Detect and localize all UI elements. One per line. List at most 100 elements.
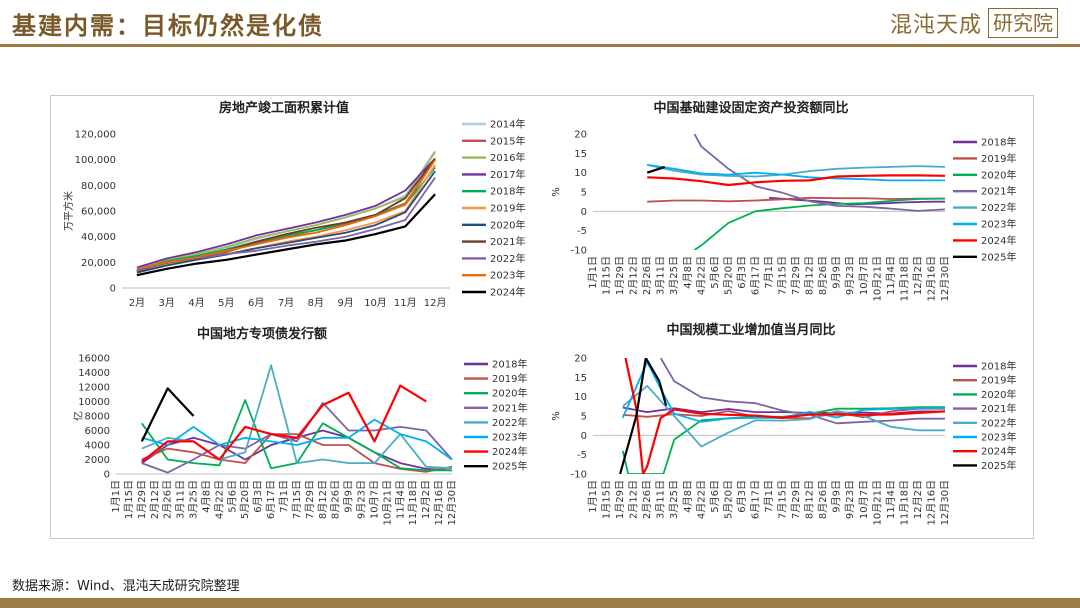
x-tick-label: 6月 (248, 297, 264, 309)
y-tick-label: 20,000 (81, 258, 116, 269)
y-tick-label: 4000 (85, 441, 110, 452)
legend-label: 2025年 (981, 459, 1016, 472)
x-tick-label: 10月21日 (871, 256, 883, 301)
x-tick-label: 7月 (278, 297, 294, 309)
series-line-2024 (141, 384, 427, 463)
series-line-2019 (647, 196, 945, 203)
legend-label: 2023年 (981, 431, 1016, 444)
y-tick-label: 10 (574, 392, 587, 403)
y-tick-label: 12000 (78, 383, 110, 394)
legend-label: 2019年 (981, 374, 1016, 387)
chart-special-bonds: 中国地方专项债发行额 0 2000 4000 6000 8000 10000 12000 140… (72, 326, 527, 525)
series-line-2022 (647, 164, 946, 178)
x-tick-label: 12月16日 (925, 480, 937, 525)
legend-label: 2022年 (981, 201, 1016, 214)
x-tick-label: 9月9日 (343, 480, 355, 513)
series-line-2025 (140, 387, 195, 442)
legend-label: 2017年 (490, 168, 525, 181)
x-tick-label: 12月2日 (912, 480, 924, 519)
y-tick-label: 0 (581, 207, 587, 218)
x-tick-label: 3月25日 (668, 256, 680, 295)
x-tick-label: 9月9日 (831, 480, 843, 513)
x-tick-label: 11月 (394, 297, 417, 309)
brand-logo: 混沌天成 研究院 (890, 6, 1058, 40)
x-tick-label: 9月 (337, 297, 353, 309)
legend-label: 2022年 (492, 416, 527, 429)
x-tick-label: 7月1日 (763, 480, 775, 513)
x-tick-label: 7月29日 (790, 256, 802, 295)
x-tick-label: 12月2日 (912, 256, 924, 295)
series-line-2021 (659, 358, 945, 425)
x-tick-label: 8月12日 (804, 480, 816, 519)
x-tick-label: 11月18日 (898, 480, 910, 525)
x-tick-label: 2月 (129, 297, 145, 309)
series-line-2017 (136, 157, 436, 269)
legend-label: 2021年 (490, 235, 525, 248)
y-tick-label: 15 (574, 373, 587, 384)
legend-label: 2021年 (492, 401, 527, 414)
y-tick-label: -5 (577, 226, 587, 237)
y-tick-label: 10 (574, 168, 587, 179)
x-tick-label: 10月21日 (871, 480, 883, 525)
legend-label: 2020年 (492, 387, 527, 400)
x-tick-label: 3月11日 (655, 256, 667, 295)
x-tick-label: 7月29日 (304, 480, 316, 519)
legend-label: 2021年 (981, 185, 1016, 198)
y-tick-label: -10 (571, 470, 587, 481)
x-tick-label: 1月29日 (136, 480, 148, 519)
x-tick-label: 10月 (364, 297, 387, 309)
x-tick-label: 4月22日 (213, 480, 225, 519)
y-tick-label: 20 (574, 354, 587, 365)
series-line-2018 (768, 196, 945, 206)
y-axis-unit: % (551, 187, 562, 197)
x-tick-label: 1月15日 (123, 480, 135, 519)
x-tick-label: 6月3日 (252, 480, 264, 513)
y-tick-label: 8000 (85, 412, 110, 423)
x-tick-label: 11月4日 (885, 256, 897, 295)
y-tick-label: 40,000 (81, 232, 116, 243)
y-tick-label: 2000 (85, 455, 110, 466)
header-rule (0, 44, 1080, 47)
x-tick-label: 9月23日 (844, 480, 856, 519)
series-line-2020 (693, 197, 946, 250)
source-note: 数据来源：Wind、混沌天成研究院整理 (12, 579, 240, 594)
x-tick-label: 6月17日 (749, 256, 761, 295)
x-tick-label: 4月8日 (200, 480, 212, 513)
series-line-2023 (136, 159, 436, 270)
y-tick-label: 14000 (78, 368, 110, 379)
x-tick-label: 3月25日 (188, 480, 200, 519)
chart-title: 房地产竣工面积累计值 (219, 100, 349, 116)
series-line-2023 (141, 418, 453, 461)
legend-label: 2016年 (490, 151, 525, 164)
x-tick-label: 5月6日 (226, 480, 238, 513)
series-line-2016 (136, 151, 436, 271)
legend-label: 2023年 (981, 218, 1016, 231)
x-tick-label: 5月20日 (722, 480, 734, 519)
x-tick-label: 9月23日 (356, 480, 368, 519)
chart-completion-area: 房地产竣工面积累计值 0 20,000 40,000 60,000 80,000 100,0… (62, 100, 525, 309)
chart-infrastructure-yoy: 中国基础建设固定资产投资额同比 -10 -5 0 5 10 15 20% 1月1日 1月15日 1月… (551, 100, 1016, 301)
y-tick-label: -10 (571, 246, 587, 257)
x-tick-label: 11月18日 (407, 480, 419, 525)
x-tick-label: 2月26日 (641, 256, 653, 295)
series-line-2024 (624, 358, 946, 474)
chart-title: 中国规模工业增加值当月同比 (666, 322, 835, 338)
x-tick-label: 3月 (159, 297, 175, 309)
x-tick-label: 4月8日 (682, 480, 694, 513)
x-tick-label: 2月12日 (628, 480, 640, 519)
y-tick-label: 0 (581, 431, 587, 442)
x-tick-label: 10月21日 (381, 480, 393, 525)
x-tick-label: 8月12日 (317, 480, 329, 519)
legend-label: 2018年 (492, 358, 527, 371)
legend-label: 2022年 (981, 416, 1016, 429)
y-tick-label: 20 (574, 130, 587, 141)
x-tick-label: 1月15日 (601, 256, 613, 295)
series-line-2023 (647, 164, 945, 182)
x-tick-label: 5月 (218, 297, 234, 309)
y-tick-label: 0 (104, 470, 110, 481)
series-line-2024 (136, 193, 436, 277)
chart-industrial-yoy: 中国规模工业增加值当月同比 -10 -5 0 5 10 15 20% 1月1日 1月15日 1月29… (551, 322, 1016, 525)
legend-label: 2014年 (490, 118, 525, 131)
x-tick-label: 8月26日 (817, 256, 829, 295)
x-tick-label: 2月26日 (162, 480, 174, 519)
